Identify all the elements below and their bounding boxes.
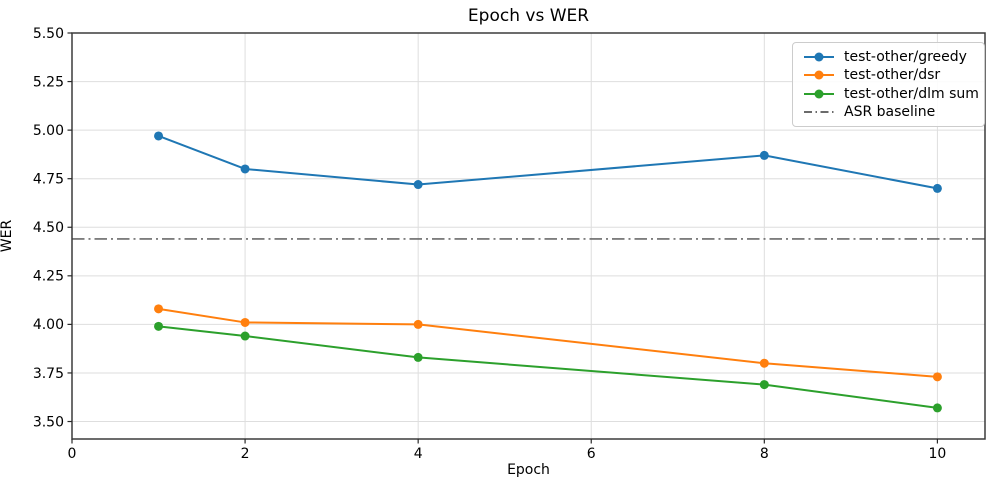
x-tick-label: 10	[928, 446, 946, 462]
legend: test-other/greedy test-other/dsr test-othe…	[792, 42, 985, 127]
legend-item-2: test-other/dlm sum	[802, 85, 979, 103]
legend-line-marker-sample	[804, 70, 834, 80]
series-marker-0	[240, 164, 250, 174]
legend-line-marker-sample	[804, 52, 834, 62]
y-tick-label: 4.00	[33, 317, 64, 333]
series-marker-2	[413, 352, 423, 362]
y-tick-label: 5.00	[33, 123, 64, 139]
y-tick-label: 4.25	[33, 269, 64, 285]
y-tick-label: 5.50	[33, 26, 64, 42]
x-axis-label: Epoch	[507, 462, 550, 478]
legend-label: ASR baseline	[844, 103, 936, 120]
y-tick-label: 3.50	[33, 414, 64, 430]
y-tick-label: 5.25	[33, 74, 64, 90]
series-marker-2	[154, 321, 164, 331]
series-marker-0	[759, 150, 769, 160]
series-marker-1	[413, 319, 423, 329]
y-tick-label: 3.75	[33, 366, 64, 382]
y-tick-label: 4.75	[33, 171, 64, 187]
series-marker-1	[240, 317, 250, 327]
legend-label: test-other/dlm sum	[844, 85, 979, 102]
x-tick-label: 4	[414, 446, 423, 462]
legend-dashdot-sample	[804, 110, 834, 113]
series-marker-1	[759, 358, 769, 368]
legend-item-1: test-other/dsr	[802, 66, 975, 84]
legend-sample-marker	[814, 52, 824, 62]
axes-spines	[71, 32, 986, 440]
series-marker-1	[932, 372, 942, 382]
chart-title: Epoch vs WER	[467, 6, 590, 26]
legend-item-0: test-other/greedy	[802, 48, 975, 66]
legend-label: test-other/dsr	[844, 67, 941, 84]
legend-label: test-other/greedy	[844, 49, 967, 65]
series-marker-2	[932, 403, 942, 413]
x-tick-label: 2	[241, 446, 250, 462]
legend-sample-marker	[814, 70, 824, 80]
legend-sample-marker	[814, 89, 824, 99]
legend-item-3: ASR baseline	[802, 103, 975, 121]
series-marker-0	[413, 180, 423, 190]
series-marker-0	[932, 183, 942, 193]
series-marker-1	[154, 304, 164, 314]
series-marker-2	[759, 380, 769, 390]
series-marker-2	[240, 331, 250, 341]
y-tick-label: 4.50	[33, 220, 64, 236]
series-line-0	[157, 134, 939, 190]
x-tick-label: 6	[587, 446, 596, 462]
x-tick-label: 8	[760, 446, 769, 462]
x-tick-label: 0	[68, 446, 77, 462]
legend-line-marker-sample	[804, 89, 834, 99]
y-axis-label: WER	[0, 219, 15, 253]
series-marker-0	[154, 131, 164, 141]
